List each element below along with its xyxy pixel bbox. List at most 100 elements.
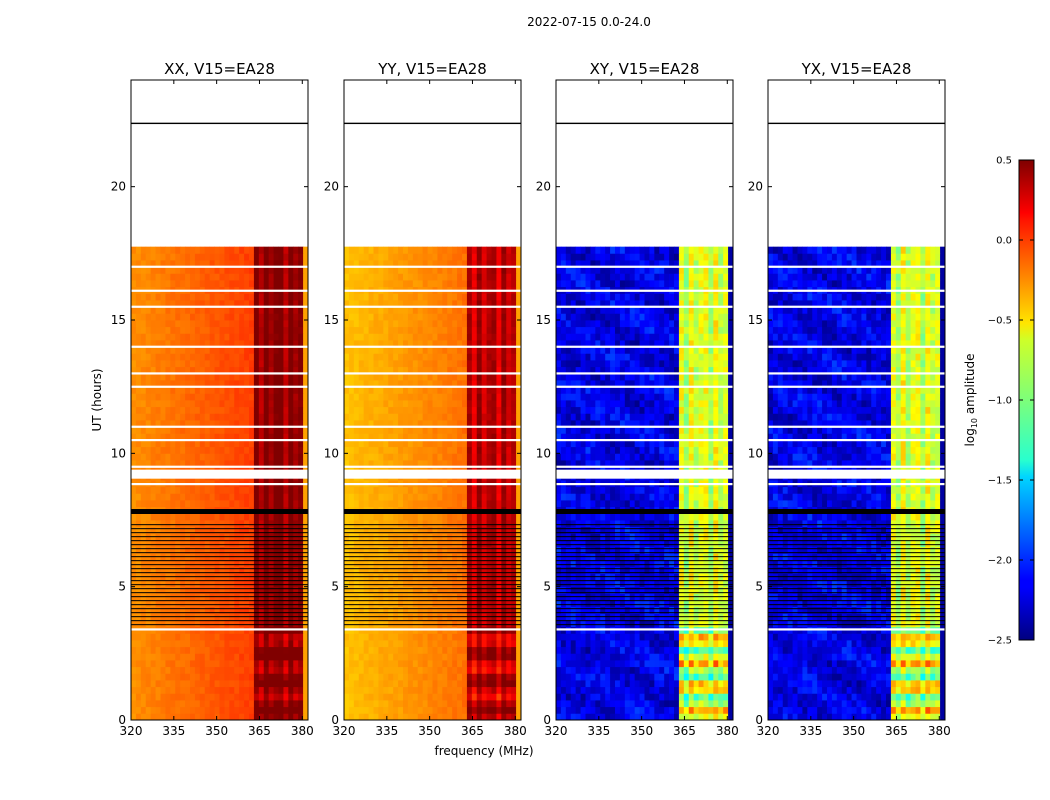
heatmap-cell (263, 406, 270, 414)
heatmap-cell (437, 313, 443, 321)
heatmap-cell (249, 426, 255, 434)
heatmap-cell (131, 426, 137, 434)
heatmap-cell (268, 320, 274, 328)
heatmap-cell (348, 673, 355, 681)
heatmap-cell (501, 666, 507, 674)
heatmap-cell (403, 653, 409, 661)
heatmap-cell (234, 660, 240, 668)
heatmap-cell (491, 520, 497, 528)
heatmap-cell (388, 566, 394, 574)
heatmap-cell (447, 500, 453, 508)
heatmap-cell (190, 660, 196, 668)
heatmap-cell (511, 433, 517, 441)
flag-line (131, 540, 308, 542)
heatmap-cell (417, 446, 424, 454)
heatmap-cell (348, 633, 355, 641)
heatmap-cell (135, 293, 142, 301)
heatmap-cell (253, 253, 260, 261)
heatmap-cell (253, 500, 260, 508)
heatmap-cell (180, 453, 186, 461)
heatmap-cell (486, 413, 492, 421)
heatmap-cell (412, 633, 419, 641)
heatmap-cell (388, 493, 394, 501)
heatmap-cell (224, 646, 230, 654)
heatmap-cell (303, 700, 309, 708)
heatmap-cell (476, 306, 483, 314)
heatmap-cell (368, 333, 374, 341)
heatmap-cell (185, 460, 191, 468)
heatmap-cell (293, 353, 299, 361)
heatmap-cell (403, 620, 409, 628)
heatmap-cell (344, 673, 350, 681)
heatmap-cell (249, 413, 255, 421)
heatmap-cell (383, 346, 389, 354)
heatmap-cell (234, 340, 240, 348)
heatmap-cell (403, 680, 409, 688)
heatmap-cell (398, 373, 404, 381)
heatmap-cell (407, 366, 414, 374)
heatmap-cell (476, 446, 483, 454)
heatmap-cell (516, 520, 522, 528)
heatmap-cell (298, 340, 304, 348)
heatmap-cell (486, 453, 492, 461)
heatmap-cell (417, 306, 424, 314)
heatmap-cell (135, 673, 142, 681)
heatmap-cell (160, 300, 166, 308)
heatmap-cell (170, 320, 176, 328)
heatmap-cell (268, 406, 274, 414)
heatmap-cell (185, 440, 191, 448)
heatmap-cell (239, 600, 245, 608)
heatmap-cell (194, 360, 201, 368)
heatmap-cell (452, 693, 458, 701)
heatmap-cell (437, 540, 443, 548)
heatmap-cell (283, 373, 289, 381)
heatmap-cell (437, 646, 443, 654)
heatmap-cell (268, 560, 274, 568)
heatmap-cell (388, 520, 394, 528)
heatmap-cell (511, 526, 517, 534)
heatmap-cell (398, 446, 404, 454)
heatmap-cell (442, 413, 448, 421)
heatmap-cell (135, 373, 142, 381)
heatmap-cell (185, 333, 191, 341)
heatmap-cell (209, 326, 215, 334)
heatmap-cell (263, 400, 270, 408)
heatmap-cell (278, 420, 284, 428)
heatmap-cell (131, 646, 137, 654)
heatmap-cell (190, 606, 196, 614)
heatmap-cell (219, 580, 225, 588)
heatmap-cell (273, 680, 279, 688)
heatmap-cell (190, 460, 196, 468)
heatmap-cell (452, 300, 458, 308)
heatmap-cell (516, 640, 522, 648)
heatmap-cell (219, 273, 225, 281)
heatmap-cell (388, 653, 394, 661)
heatmap-cell (234, 460, 240, 468)
heatmap-cell (194, 366, 201, 374)
heatmap-cell (239, 540, 245, 548)
heatmap-cell (214, 366, 220, 374)
heatmap-cell (273, 540, 279, 548)
heatmap-cell (140, 326, 147, 334)
heatmap-cell (506, 693, 512, 701)
heatmap-cell (403, 333, 409, 341)
heatmap-cell (165, 660, 171, 668)
heatmap-cell (135, 280, 142, 288)
heatmap-cell (432, 426, 438, 434)
heatmap-cell (150, 526, 156, 534)
heatmap-cell (185, 653, 191, 661)
heatmap-cell (373, 313, 379, 321)
heatmap-cell (263, 280, 270, 288)
heatmap-cell (239, 333, 245, 341)
heatmap-cell (462, 526, 468, 534)
heatmap-cell (273, 380, 279, 388)
heatmap-cell (373, 646, 379, 654)
heatmap-cell (447, 440, 453, 448)
heatmap-cell (273, 560, 279, 568)
heatmap-cell (145, 706, 152, 714)
heatmap-cell (258, 420, 265, 428)
heatmap-cell (303, 280, 309, 288)
heatmap-cell (131, 353, 137, 361)
heatmap-cell (239, 393, 245, 401)
heatmap-cell (204, 306, 211, 314)
